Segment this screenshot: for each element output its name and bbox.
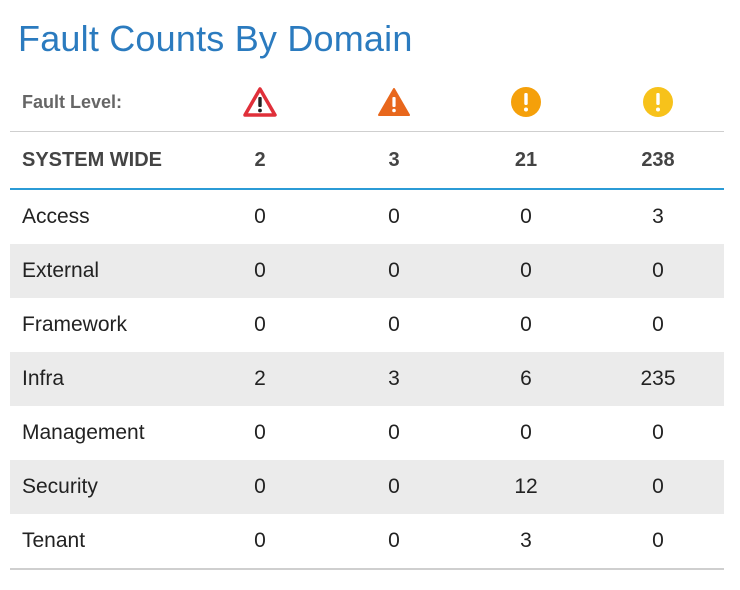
critical-count[interactable]: 0: [254, 475, 266, 498]
critical-warning-icon: [243, 87, 277, 117]
page-title: Fault Counts By Domain: [18, 18, 413, 59]
major-count[interactable]: 0: [388, 259, 400, 282]
critical-count[interactable]: 2: [254, 367, 266, 390]
minor-count[interactable]: 0: [520, 259, 532, 282]
minor-count[interactable]: 3: [520, 529, 532, 552]
table-row[interactable]: Management 0 0 0 0: [10, 406, 724, 460]
minor-count[interactable]: 0: [520, 421, 532, 444]
major-warning-icon: [378, 88, 410, 116]
table-row[interactable]: External 0 0 0 0: [10, 244, 724, 298]
table-row[interactable]: Security 0 0 12 0: [10, 460, 724, 514]
major-count[interactable]: 3: [388, 367, 400, 390]
system-wide-major-count[interactable]: 3: [388, 148, 400, 171]
minor-column-header[interactable]: [476, 82, 576, 122]
warning-column-header[interactable]: [608, 82, 708, 122]
domain-label: Framework: [22, 313, 128, 336]
system-wide-row[interactable]: SYSTEM WIDE 2 3 21 238: [10, 131, 724, 190]
system-wide-label: SYSTEM WIDE: [22, 148, 163, 171]
warning-count[interactable]: 0: [652, 313, 664, 336]
minor-count[interactable]: 6: [520, 367, 532, 390]
domain-label: External: [22, 259, 100, 282]
minor-count[interactable]: 12: [514, 475, 538, 498]
table-row[interactable]: Infra 2 3 6 235: [10, 352, 724, 406]
warning-count[interactable]: 0: [652, 421, 664, 444]
domain-label: Infra: [22, 367, 65, 390]
domain-label: Security: [22, 475, 98, 498]
domain-label: Access: [22, 205, 90, 228]
critical-count[interactable]: 0: [254, 259, 266, 282]
table-row[interactable]: Framework 0 0 0 0: [10, 298, 724, 352]
critical-count[interactable]: 0: [254, 313, 266, 336]
warning-count[interactable]: 0: [652, 529, 664, 552]
fault-counts-table: Fault Level:: [10, 73, 724, 570]
minor-count[interactable]: 0: [520, 313, 532, 336]
warning-exclamation-icon: [643, 87, 673, 117]
system-wide-warning-count[interactable]: 238: [641, 148, 675, 171]
critical-column-header[interactable]: [210, 82, 310, 122]
domain-label: Management: [22, 421, 145, 444]
major-count[interactable]: 0: [388, 205, 400, 228]
major-count[interactable]: 0: [388, 313, 400, 336]
minor-exclamation-icon: [511, 87, 541, 117]
warning-count[interactable]: 0: [652, 259, 664, 282]
warning-count[interactable]: 0: [652, 475, 664, 498]
system-wide-critical-count[interactable]: 2: [254, 148, 266, 171]
major-column-header[interactable]: [344, 82, 444, 122]
domain-label: Tenant: [22, 529, 86, 552]
fault-level-label: Fault Level:: [22, 91, 123, 112]
critical-count[interactable]: 0: [254, 421, 266, 444]
system-wide-minor-count[interactable]: 21: [514, 148, 538, 171]
table-row[interactable]: Access 0 0 0 3: [10, 190, 724, 244]
minor-count[interactable]: 0: [520, 205, 532, 228]
critical-count[interactable]: 0: [254, 529, 266, 552]
major-count[interactable]: 0: [388, 475, 400, 498]
warning-count[interactable]: 3: [652, 205, 664, 228]
table-row[interactable]: Tenant 0 0 3 0: [10, 514, 724, 570]
fault-level-header-row: Fault Level:: [10, 73, 724, 131]
warning-count[interactable]: 235: [640, 367, 676, 390]
major-count[interactable]: 0: [388, 421, 400, 444]
major-count[interactable]: 0: [388, 529, 400, 552]
critical-count[interactable]: 0: [254, 205, 266, 228]
